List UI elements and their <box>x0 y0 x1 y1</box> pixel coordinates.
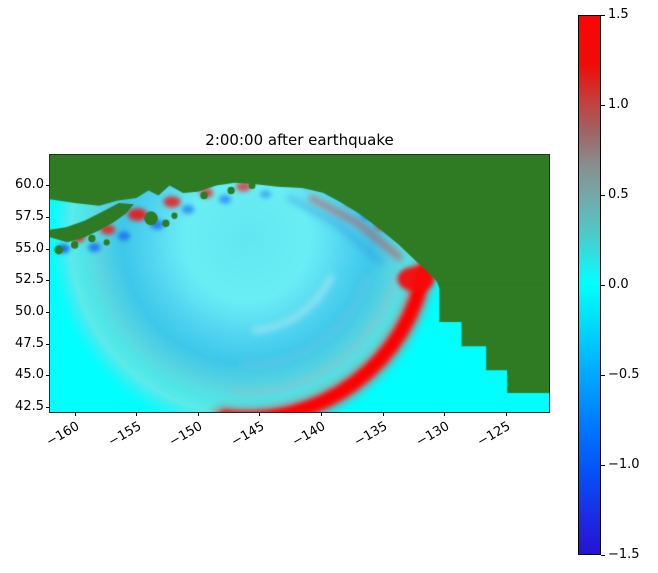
colorbar-tick <box>601 285 605 286</box>
y-tick <box>46 185 50 187</box>
map-axes <box>49 154 550 413</box>
y-tick <box>46 248 50 250</box>
x-tick <box>259 412 261 416</box>
y-tick-label: 42.5 <box>15 398 44 414</box>
x-tick <box>321 412 323 416</box>
colorbar-tick-label: 1.5 <box>608 7 629 22</box>
colorbar-tick <box>601 195 605 196</box>
y-tick-label: 52.5 <box>15 272 44 288</box>
x-tick <box>444 412 446 416</box>
y-tick <box>46 280 50 282</box>
y-tick-label: 57.5 <box>15 209 44 225</box>
chart-title: 2:00:00 after earthquake <box>205 131 394 149</box>
x-tick-label: −130 <box>413 419 452 450</box>
colorbar-tick-label: 1.0 <box>608 97 629 112</box>
colorbar-tick <box>601 465 605 466</box>
colorbar-tick-label: 0.5 <box>608 187 629 202</box>
y-tick <box>46 406 50 408</box>
x-tick <box>197 412 199 416</box>
colorbar-tick-label: 0.0 <box>608 277 629 292</box>
colorbar-tick <box>601 15 605 16</box>
y-tick <box>46 375 50 377</box>
colorbar-tick-label: −1.5 <box>608 547 640 562</box>
colorbar-tick <box>601 555 605 556</box>
y-tick-label: 47.5 <box>15 335 44 351</box>
y-tick-label: 55.0 <box>15 240 44 256</box>
x-tick <box>505 412 507 416</box>
colorbar-tick <box>601 105 605 106</box>
x-tick-label: −155 <box>105 419 144 450</box>
x-tick-label: −125 <box>474 419 514 450</box>
colorbar-tick <box>601 375 605 376</box>
y-tick <box>46 343 50 345</box>
x-tick-label: −145 <box>228 419 267 450</box>
x-tick-label: −135 <box>351 419 391 450</box>
x-tick-label: −150 <box>166 419 206 450</box>
x-tick <box>382 412 384 416</box>
colorbar-tick-label: −1.0 <box>608 457 640 472</box>
x-tick <box>136 412 138 416</box>
x-tick <box>74 412 76 416</box>
y-tick-label: 45.0 <box>15 367 44 383</box>
colorbar <box>578 15 601 555</box>
colorbar-tick-label: −0.5 <box>608 367 640 382</box>
y-tick <box>46 311 50 313</box>
x-tick-label: −140 <box>290 419 329 450</box>
heatmap-canvas <box>50 155 549 412</box>
x-tick-label: −160 <box>43 419 83 450</box>
y-tick <box>46 217 50 219</box>
y-tick-label: 60.0 <box>15 177 44 193</box>
y-tick-label: 50.0 <box>15 303 44 319</box>
